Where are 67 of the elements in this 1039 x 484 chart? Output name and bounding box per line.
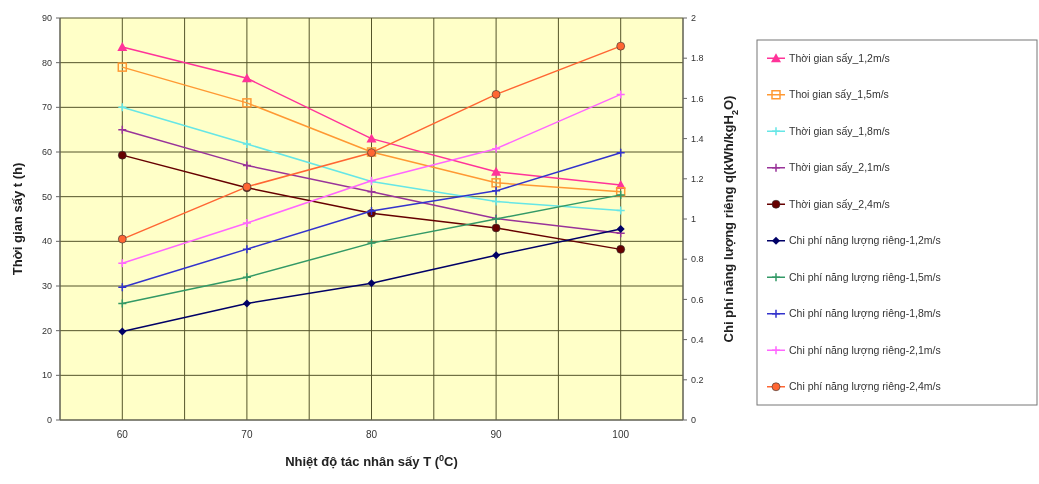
legend-label: Chi phí năng lượng riêng-2,1m/s bbox=[789, 343, 941, 356]
point bbox=[491, 166, 502, 176]
point bbox=[491, 223, 501, 233]
y-tick-label: 20 bbox=[41, 325, 52, 336]
y-tick-label: 10 bbox=[41, 370, 52, 381]
point bbox=[118, 327, 127, 336]
y2-tick-label: 0.4 bbox=[691, 334, 704, 345]
x-tick-label: 90 bbox=[490, 429, 503, 440]
point bbox=[117, 258, 128, 268]
y2-tick-label: 1.4 bbox=[691, 133, 704, 144]
legend-label: Thời gian sấy_1,2m/s bbox=[789, 51, 890, 64]
y-tick-label: 30 bbox=[41, 281, 52, 292]
point bbox=[117, 62, 128, 72]
point bbox=[242, 299, 251, 308]
point bbox=[491, 196, 501, 207]
x-axis-title: Nhiệt độ tác nhân sấy T ($^{0}$C) bbox=[285, 453, 458, 469]
y2-tick-label: 0.8 bbox=[691, 254, 704, 265]
point bbox=[242, 139, 252, 149]
y2-tick-label: 1 bbox=[691, 214, 697, 225]
legend-label: Chi phí năng lượng riêng-2,4m/s bbox=[789, 380, 941, 393]
y-tick-label: 70 bbox=[41, 102, 52, 113]
x-tick-label: 60 bbox=[116, 429, 129, 440]
point bbox=[491, 186, 501, 196]
point bbox=[242, 160, 252, 171]
point bbox=[118, 234, 127, 244]
y-axis-title: Thời gian sấy t (h) bbox=[10, 162, 25, 276]
legend-label: Chi phí năng lượng riêng-1,8m/s bbox=[789, 307, 941, 320]
y2-tick-label: 0 bbox=[691, 415, 697, 426]
point bbox=[491, 90, 501, 99]
legend-label: Chi phí năng lượng riêng-1,2m/s bbox=[789, 234, 941, 247]
point bbox=[366, 133, 377, 143]
point bbox=[616, 225, 625, 234]
y-tick-label: 80 bbox=[41, 57, 52, 68]
point bbox=[241, 73, 252, 83]
point bbox=[118, 150, 127, 160]
x-tick-label: 100 bbox=[612, 429, 630, 440]
point bbox=[616, 245, 625, 254]
point bbox=[491, 143, 501, 154]
x-tick-label: 70 bbox=[241, 429, 253, 440]
y2-tick-label: 0.2 bbox=[691, 374, 704, 385]
legend-label: Thời gian sấy_2,4m/s bbox=[789, 197, 890, 210]
legend-label: Thời gian sấy_1,8m/s bbox=[789, 124, 890, 137]
point bbox=[366, 187, 377, 197]
point bbox=[242, 272, 252, 283]
y2-tick-label: 0.6 bbox=[691, 294, 704, 305]
point bbox=[242, 218, 252, 228]
point bbox=[367, 279, 376, 288]
point bbox=[616, 41, 625, 51]
y-tick-label: 0 bbox=[46, 415, 52, 426]
point bbox=[491, 178, 501, 188]
y2-tick-label: 2 bbox=[691, 13, 697, 24]
legend-label: Thoi gian sấy_1,5m/s bbox=[789, 88, 889, 101]
y-tick-label: 60 bbox=[41, 147, 52, 158]
point bbox=[366, 238, 377, 248]
y-tick-label: 40 bbox=[41, 236, 52, 247]
legend-label: Thời gian sấy_2,1m/s bbox=[789, 161, 890, 174]
y-tick-label: 90 bbox=[41, 13, 52, 24]
y2-tick-label: 1.2 bbox=[691, 173, 704, 184]
y-tick-label: 50 bbox=[41, 191, 52, 202]
legend-label: Chi phí năng lượng riêng-1,5m/s bbox=[789, 270, 941, 283]
y2-tick-label: 1.8 bbox=[691, 53, 704, 64]
point bbox=[242, 98, 252, 108]
point bbox=[492, 251, 501, 260]
point bbox=[117, 42, 128, 52]
x-tick-label: 80 bbox=[365, 429, 378, 440]
point bbox=[242, 244, 252, 254]
y2-tick-label: 1.6 bbox=[691, 93, 704, 104]
